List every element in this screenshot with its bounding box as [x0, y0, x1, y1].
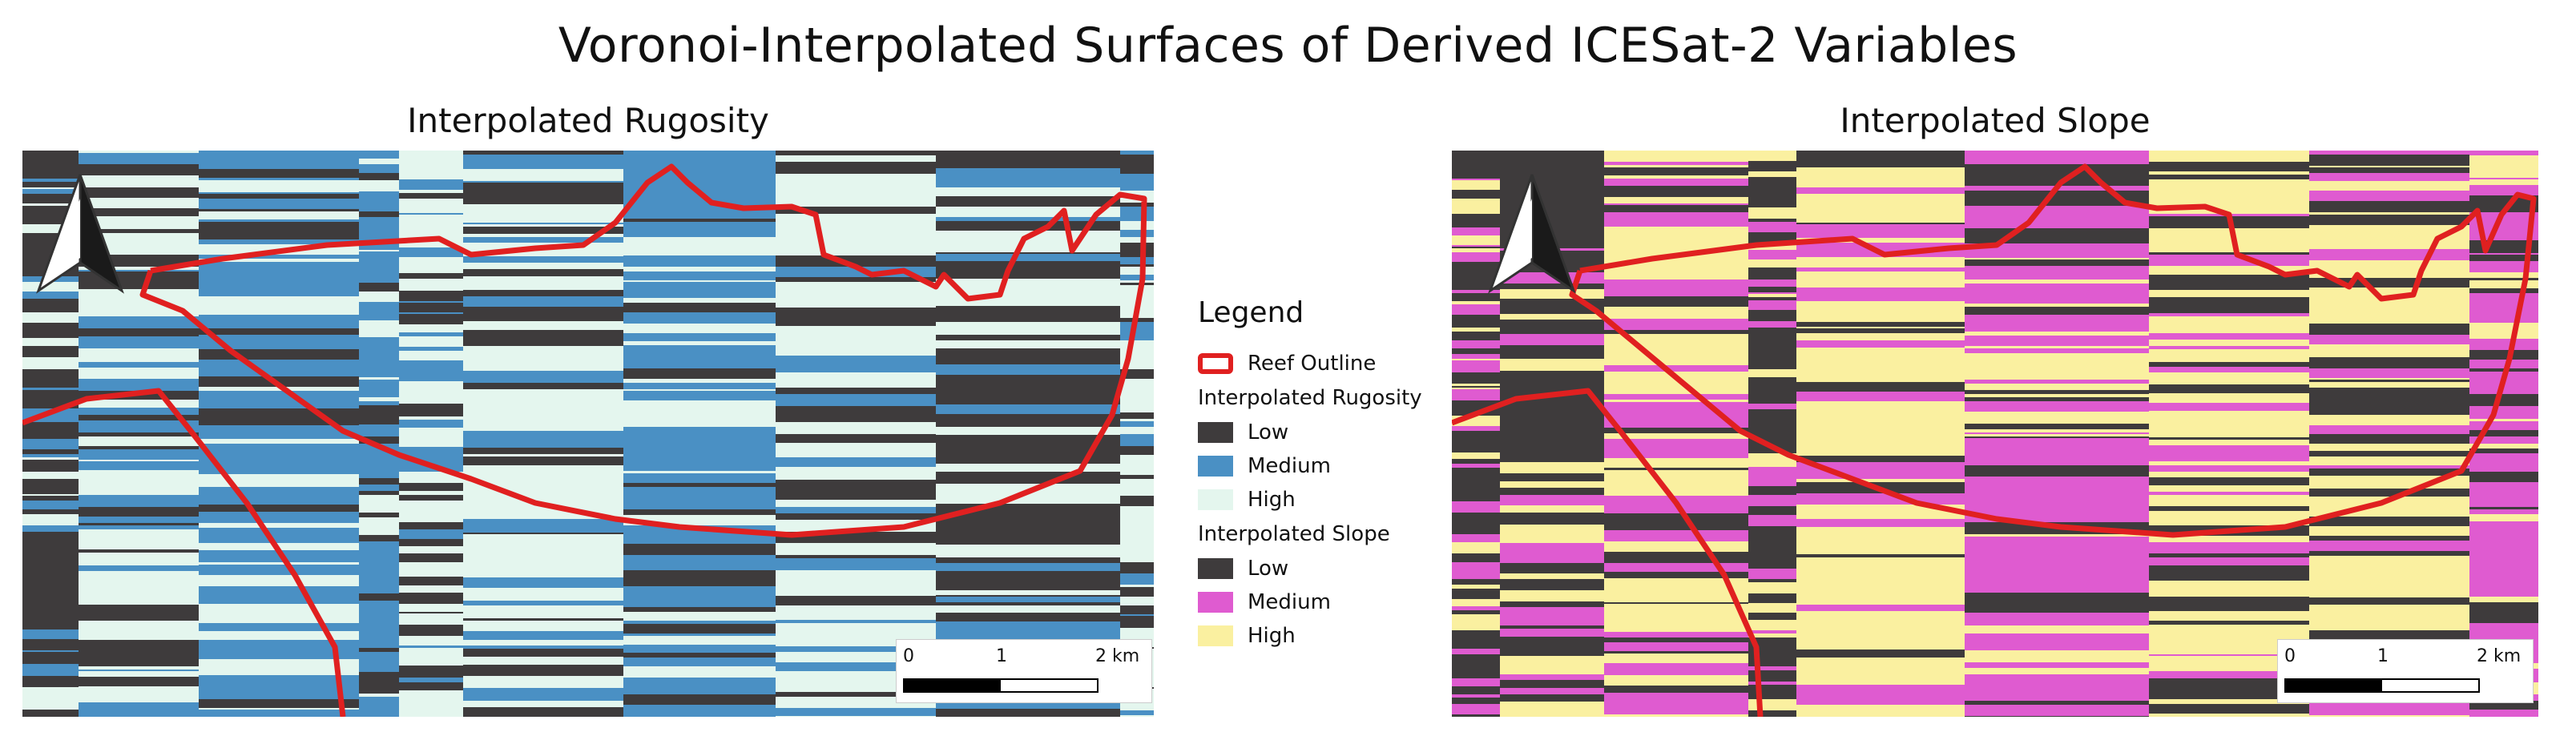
north-arrow-icon: [1488, 174, 1576, 294]
rugosity-low-label: Low: [1248, 420, 1289, 444]
scale-bar: 0 1 2 km: [2277, 639, 2534, 703]
slope-medium-swatch: [1198, 592, 1233, 613]
scale-label-2km: 2 km: [2477, 646, 2522, 666]
reef-outline-west: [1452, 388, 1764, 717]
figure-title: Voronoi-Interpolated Surfaces of Derived…: [558, 18, 2018, 74]
rugosity-medium-swatch: [1198, 456, 1233, 477]
slope-map[interactable]: 0 1 2 km: [1452, 151, 2538, 717]
rugosity-high-label: High: [1248, 488, 1296, 512]
slope-low-label: Low: [1248, 557, 1289, 581]
legend-item-rugosity-medium: Medium: [1198, 449, 1502, 483]
reef-outline-label: Reef Outline: [1248, 352, 1377, 376]
scale-label-0: 0: [903, 646, 914, 666]
rugosity-map[interactable]: 0 1 2 km: [22, 151, 1154, 717]
scale-bar-graphic: [903, 678, 1099, 693]
legend-item-slope-medium: Medium: [1198, 585, 1502, 619]
slope-panel-title: Interpolated Slope: [1840, 101, 2151, 140]
legend-slope-title: Interpolated Slope: [1198, 522, 1390, 546]
rugosity-low-swatch: [1198, 422, 1233, 443]
slope-high-label: High: [1248, 624, 1296, 648]
reef-outline-swatch: [1198, 353, 1233, 374]
scale-label-0: 0: [2284, 646, 2296, 666]
legend: Legend Reef Outline Interpolated Rugosit…: [1198, 296, 1502, 653]
slope-medium-label: Medium: [1248, 590, 1331, 614]
scale-label-1: 1: [2377, 646, 2389, 666]
legend-item-rugosity-high: High: [1198, 483, 1502, 517]
legend-item-rugosity-low: Low: [1198, 416, 1502, 449]
slope-high-swatch: [1198, 625, 1233, 646]
slope-low-swatch: [1198, 558, 1233, 579]
rugosity-map-canvas: [22, 151, 1154, 717]
scale-bar: 0 1 2 km: [896, 639, 1152, 703]
legend-title: Legend: [1198, 296, 1304, 329]
reef-outline-west: [22, 388, 346, 717]
reef-outline: [1569, 163, 2537, 538]
slope-map-canvas: [1452, 151, 2538, 717]
legend-item-slope-high: High: [1198, 619, 1502, 653]
legend-item-slope-low: Low: [1198, 552, 1502, 585]
north-arrow-icon: [36, 174, 124, 294]
rugosity-panel-title: Interpolated Rugosity: [407, 101, 769, 140]
rugosity-high-swatch: [1198, 489, 1233, 510]
scale-bar-graphic: [2284, 678, 2480, 693]
scale-label-2km: 2 km: [1095, 646, 1140, 666]
legend-rugosity-title: Interpolated Rugosity: [1198, 386, 1422, 410]
reef-outline: [139, 163, 1147, 538]
rugosity-medium-label: Medium: [1248, 454, 1331, 478]
scale-label-1: 1: [996, 646, 1007, 666]
legend-item-reef-outline: Reef Outline: [1198, 347, 1502, 380]
